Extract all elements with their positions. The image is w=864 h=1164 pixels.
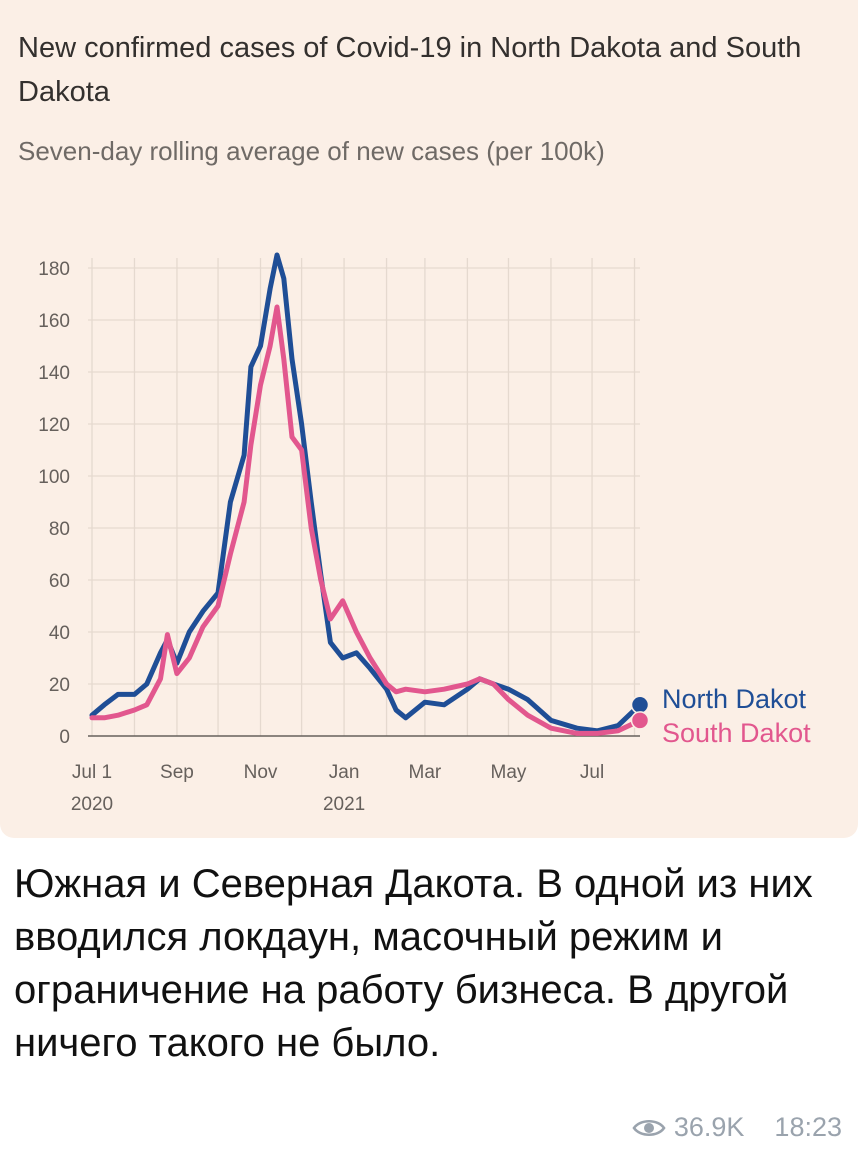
legend-label: North Dakot [662, 684, 807, 714]
post-time: 18:23 [774, 1112, 842, 1142]
y-tick-label: 160 [38, 311, 70, 332]
x-tick-label: Jul 1 [72, 762, 112, 783]
y-tick-label: 120 [38, 415, 70, 436]
chart-title: New confirmed cases of Covid-19 in North… [18, 32, 802, 108]
x-tick-label: Mar [409, 762, 442, 783]
x-tick-label: Jan [329, 762, 360, 783]
legend-label: South Dakot [662, 718, 811, 748]
series-end-marker [630, 695, 650, 715]
post-meta: 36.9K 18:23 [632, 1112, 842, 1143]
y-tick-label: 80 [49, 519, 70, 540]
eye-icon [632, 1116, 666, 1140]
chart-subtitle: Seven-day rolling average of new cases (… [18, 136, 605, 166]
view-count: 36.9K [673, 1112, 745, 1142]
x-tick-sublabel: 2020 [71, 794, 113, 815]
series-end-marker [630, 711, 650, 730]
series-line [89, 304, 643, 736]
post-caption: Южная и Северная Дакота. В одной из них … [14, 862, 813, 1065]
y-tick-label: 100 [38, 467, 70, 488]
y-tick-label: 140 [38, 363, 70, 384]
y-tick-label: 180 [38, 259, 70, 280]
x-tick-label: Jul [580, 762, 604, 783]
line-chart: 0 20 40 60 80 100 120 140 160 180 Jul 1 2020 Sep Nov J… [38, 252, 811, 815]
y-tick-label: 0 [59, 727, 70, 748]
y-tick-label: 40 [49, 623, 70, 644]
x-tick-sublabel: 2021 [323, 794, 365, 815]
y-tick-label: 20 [49, 675, 70, 696]
x-tick-label: Sep [160, 762, 194, 783]
x-tick-label: May [491, 762, 527, 783]
x-tick-label: Nov [244, 762, 278, 783]
chart-card: New confirmed cases of Covid-19 in North… [0, 0, 858, 838]
y-tick-label: 60 [49, 571, 70, 592]
